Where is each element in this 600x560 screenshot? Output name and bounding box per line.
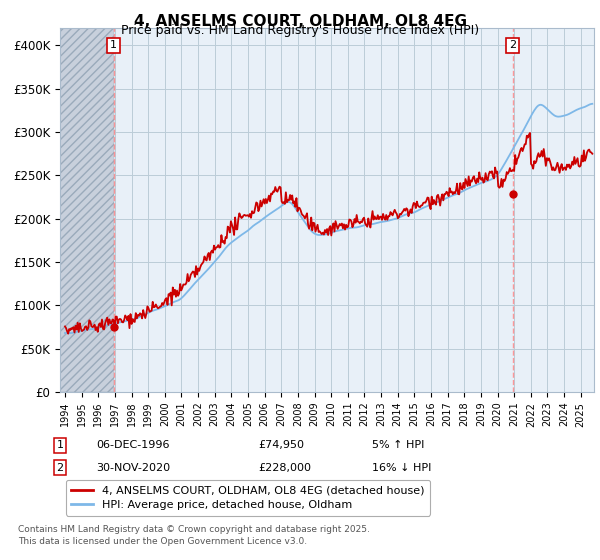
- Legend: 4, ANSELMS COURT, OLDHAM, OL8 4EG (detached house), HPI: Average price, detached: 4, ANSELMS COURT, OLDHAM, OL8 4EG (detac…: [65, 480, 430, 516]
- Text: 1: 1: [56, 440, 64, 450]
- Text: 4, ANSELMS COURT, OLDHAM, OL8 4EG: 4, ANSELMS COURT, OLDHAM, OL8 4EG: [133, 14, 467, 29]
- Text: £74,950: £74,950: [258, 440, 304, 450]
- Text: £228,000: £228,000: [258, 463, 311, 473]
- Text: 1: 1: [110, 40, 117, 50]
- Text: 06-DEC-1996: 06-DEC-1996: [96, 440, 170, 450]
- Text: 2: 2: [509, 40, 517, 50]
- Bar: [60, 28, 113, 392]
- Text: 2: 2: [56, 463, 64, 473]
- Text: 5% ↑ HPI: 5% ↑ HPI: [372, 440, 424, 450]
- Text: 16% ↓ HPI: 16% ↓ HPI: [372, 463, 431, 473]
- Text: Contains HM Land Registry data © Crown copyright and database right 2025.
This d: Contains HM Land Registry data © Crown c…: [18, 525, 370, 546]
- Text: Price paid vs. HM Land Registry's House Price Index (HPI): Price paid vs. HM Land Registry's House …: [121, 24, 479, 37]
- Text: 30-NOV-2020: 30-NOV-2020: [96, 463, 170, 473]
